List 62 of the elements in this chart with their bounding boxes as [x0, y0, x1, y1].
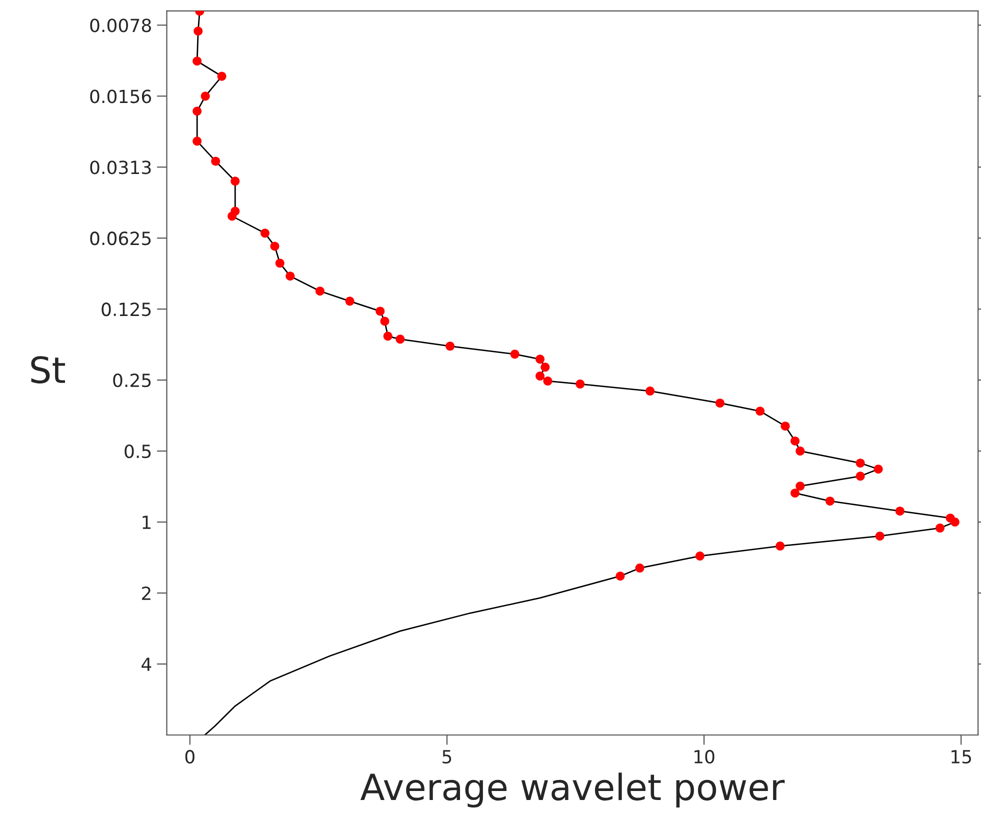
x-tick-label: 10 [694, 750, 714, 764]
point [192, 106, 202, 116]
point [230, 176, 240, 186]
point [796, 482, 805, 491]
x-tick-label: 15 [952, 750, 971, 764]
point [875, 532, 884, 541]
y-tick-label: 1 [142, 516, 151, 529]
point [192, 56, 202, 66]
point [260, 228, 270, 238]
point [200, 92, 210, 101]
y-tick-label: 0.0156 [90, 90, 152, 104]
point [715, 398, 724, 408]
x-tick-label: 5 [442, 750, 452, 764]
point [936, 524, 945, 533]
point [895, 506, 904, 516]
point [950, 518, 960, 527]
point [780, 422, 790, 431]
point [536, 354, 545, 364]
y-axis-title: St [31, 356, 66, 384]
point [315, 286, 324, 296]
point [211, 156, 220, 166]
point [856, 458, 865, 468]
point [540, 362, 550, 372]
point [543, 376, 552, 386]
point [270, 242, 280, 251]
y-tick-label: 0.25 [113, 374, 151, 388]
point [874, 464, 883, 474]
y-tick-label: 4 [142, 658, 152, 671]
point [825, 496, 834, 506]
point [635, 564, 644, 573]
point [446, 342, 455, 351]
point [380, 316, 390, 326]
point [376, 306, 385, 316]
point [790, 436, 800, 446]
y-tick-label: 0.0625 [90, 232, 151, 246]
point [790, 488, 800, 498]
y-tick-label: 0.125 [102, 302, 151, 316]
point [396, 334, 405, 344]
y-tick-label: 0.0313 [90, 160, 151, 174]
point [576, 380, 585, 389]
y-tick-label: 2 [142, 586, 150, 600]
point [856, 472, 865, 481]
x-tick-label: 0 [185, 750, 194, 764]
point [286, 272, 295, 281]
point [510, 350, 520, 359]
point [192, 136, 202, 146]
point [228, 212, 237, 221]
point [756, 406, 765, 416]
point [217, 72, 226, 81]
point [646, 386, 655, 396]
point [536, 372, 545, 381]
point [616, 572, 625, 581]
point [776, 542, 785, 551]
point [695, 552, 704, 561]
x-axis-title: Average wavelet power [360, 772, 785, 808]
point [383, 332, 392, 341]
point [275, 258, 284, 268]
point [796, 446, 805, 456]
point [345, 296, 354, 306]
point [194, 26, 203, 36]
y-tick-label: 0.5 [124, 444, 151, 458]
y-tick-label: 0.0078 [90, 18, 151, 32]
